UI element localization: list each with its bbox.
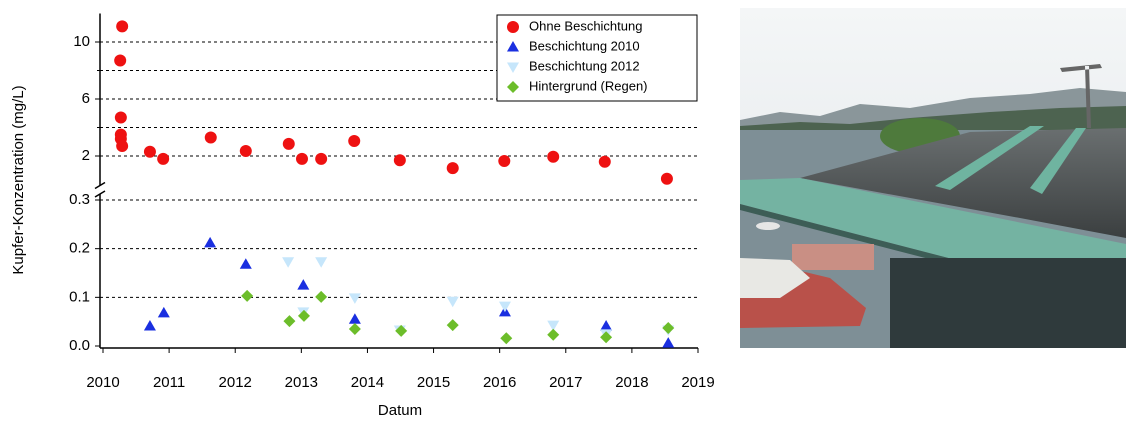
- point: [393, 154, 406, 167]
- y2-tick-label: 10: [73, 33, 90, 50]
- y2-tick-label: 6: [82, 90, 90, 107]
- photo: [740, 8, 1126, 348]
- point: [446, 296, 459, 308]
- point: [315, 152, 328, 165]
- axis-break: [94, 190, 106, 198]
- x-tick-label: 2018: [615, 374, 648, 391]
- point: [395, 324, 408, 337]
- y-tick-label: 0.3: [69, 191, 90, 208]
- chart: Datum Kupfer-Konzentration (mg/L) 0.0 0.1…: [10, 13, 715, 419]
- point: [282, 137, 295, 150]
- point: [116, 140, 129, 153]
- point: [598, 155, 611, 168]
- point: [662, 337, 675, 348]
- x-tick-label: 2013: [285, 374, 318, 391]
- point: [662, 321, 675, 334]
- point: [143, 320, 156, 331]
- point: [600, 320, 613, 331]
- y-axis-title: Kupfer-Konzentration (mg/L): [10, 85, 27, 274]
- legend-marker: [507, 81, 519, 93]
- y-tick-label: 0.2: [69, 240, 90, 257]
- point: [348, 135, 361, 148]
- x-tick-label: 2019: [681, 374, 714, 391]
- point: [239, 258, 252, 269]
- legend: Ohne Beschichtung Beschichtung 2010 Beschi…: [496, 14, 698, 102]
- x-tick-label: 2014: [351, 374, 384, 391]
- crane: [1060, 64, 1102, 128]
- point: [315, 290, 328, 303]
- boat-cabin: [740, 258, 810, 298]
- point: [600, 331, 613, 344]
- y-tick-label: 0.1: [69, 288, 90, 305]
- x-tick-label: 2011: [153, 374, 185, 391]
- point: [297, 309, 310, 322]
- point: [348, 322, 361, 335]
- point: [295, 152, 308, 165]
- point: [204, 131, 217, 144]
- legend-marker: [507, 62, 519, 73]
- x-tick-label: 2017: [549, 374, 582, 391]
- point: [114, 54, 127, 67]
- boat-roof: [792, 244, 874, 270]
- point: [143, 145, 156, 158]
- roof: [800, 128, 1126, 238]
- legend-label: Beschichtung 2010: [529, 38, 640, 53]
- x-tick-label: 2012: [219, 374, 252, 391]
- point: [282, 257, 295, 268]
- point: [547, 320, 560, 332]
- point: [498, 301, 511, 313]
- point: [157, 306, 170, 318]
- point: [446, 162, 459, 175]
- point: [315, 257, 328, 268]
- legend-label: Ohne Beschichtung: [529, 18, 642, 33]
- y2-tick-label: 2: [82, 147, 90, 164]
- small-boat: [756, 222, 780, 230]
- point: [660, 172, 673, 185]
- point: [239, 145, 252, 158]
- point: [283, 315, 296, 328]
- x-tick-label: 2015: [417, 374, 450, 391]
- point: [547, 328, 560, 341]
- point: [114, 111, 127, 124]
- roof-ridge: [935, 126, 1086, 194]
- legend-label: Beschichtung 2012: [529, 58, 640, 73]
- legend-box: [496, 14, 698, 102]
- point: [547, 150, 560, 163]
- x-axis-title: Datum: [378, 402, 422, 419]
- point: [498, 154, 511, 167]
- point: [500, 332, 513, 345]
- x-tick-label: 2016: [483, 374, 516, 391]
- legend-label: Hintergrund (Regen): [529, 78, 648, 93]
- point: [348, 313, 361, 324]
- point: [116, 20, 129, 33]
- x-tick-label: 2010: [86, 374, 119, 391]
- point: [241, 289, 254, 302]
- pier: [890, 258, 1126, 348]
- legend-marker: [507, 21, 519, 33]
- point: [157, 152, 170, 165]
- axis-break: [94, 181, 106, 190]
- point: [297, 279, 310, 290]
- point: [204, 236, 217, 248]
- legend-marker: [507, 41, 519, 52]
- point: [348, 293, 361, 304]
- point: [446, 319, 459, 332]
- y-tick-label: 0.0: [69, 337, 90, 354]
